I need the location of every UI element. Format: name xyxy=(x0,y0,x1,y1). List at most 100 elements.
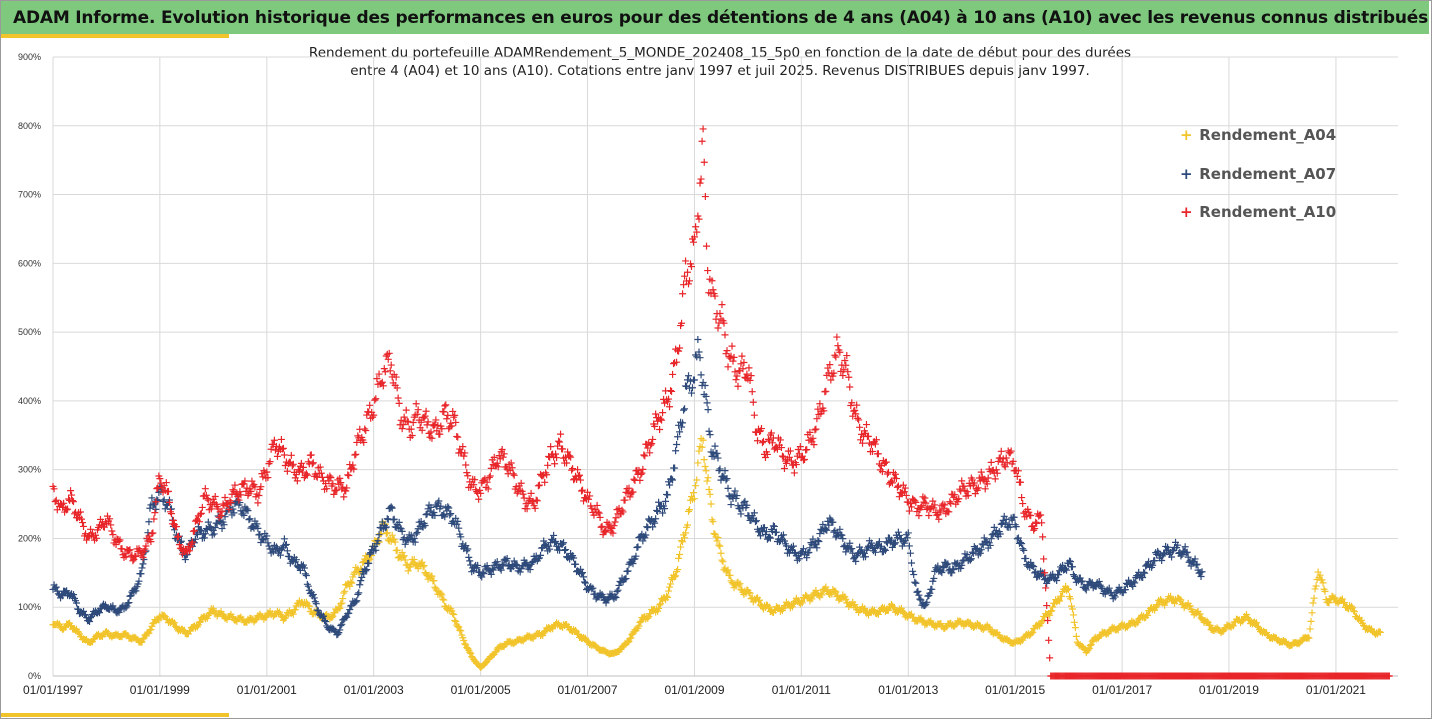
data-point xyxy=(709,518,717,526)
data-point xyxy=(135,577,143,585)
data-point xyxy=(382,523,390,531)
data-point xyxy=(304,582,312,590)
data-point xyxy=(756,596,764,604)
data-point xyxy=(328,614,336,622)
data-point xyxy=(738,352,746,360)
data-point xyxy=(149,529,157,537)
data-point xyxy=(1348,602,1356,610)
data-point xyxy=(151,509,159,517)
data-point xyxy=(589,584,597,592)
data-point xyxy=(221,513,229,521)
data-point xyxy=(1084,646,1092,654)
data-point xyxy=(911,578,919,586)
data-point xyxy=(200,534,208,542)
data-point xyxy=(1042,584,1050,592)
data-point xyxy=(465,553,473,561)
data-point xyxy=(716,542,724,550)
data-point xyxy=(426,507,434,515)
data-point xyxy=(611,518,619,526)
data-point xyxy=(696,179,704,187)
data-point xyxy=(461,640,469,648)
legend-item-a10: + Rendement_A10 xyxy=(1180,203,1336,221)
data-point xyxy=(438,591,446,599)
data-point xyxy=(1349,604,1357,612)
data-point xyxy=(1019,500,1027,508)
data-point xyxy=(831,351,839,359)
data-point xyxy=(750,411,758,419)
data-point xyxy=(439,595,447,603)
data-point xyxy=(336,604,344,612)
data-point xyxy=(686,506,694,514)
data-point xyxy=(851,601,859,609)
data-point xyxy=(703,242,711,250)
data-point xyxy=(437,589,445,597)
data-point xyxy=(855,416,863,424)
data-point xyxy=(718,556,726,564)
data-point xyxy=(946,498,954,506)
data-point xyxy=(1068,605,1076,613)
data-point xyxy=(431,583,439,591)
data-point xyxy=(387,503,395,511)
data-point xyxy=(516,568,524,576)
data-point xyxy=(253,520,261,528)
data-point xyxy=(659,409,667,417)
data-point xyxy=(694,212,702,220)
data-point xyxy=(310,594,318,602)
data-point xyxy=(545,542,553,550)
data-point xyxy=(899,608,907,616)
data-point xyxy=(1086,642,1094,650)
data-point xyxy=(644,614,652,622)
data-point xyxy=(641,452,649,460)
data-point xyxy=(466,557,474,565)
data-point xyxy=(697,175,705,183)
data-point xyxy=(711,442,719,450)
data-point xyxy=(845,373,853,381)
data-point xyxy=(698,443,706,451)
data-point xyxy=(746,589,754,597)
report-title: ADAM Informe. Evolution historique des p… xyxy=(13,8,1429,28)
data-point xyxy=(58,591,66,599)
data-point xyxy=(340,589,348,597)
x-tick-label: 01/01/2001 xyxy=(237,683,297,697)
data-point xyxy=(80,522,88,530)
data-point xyxy=(1376,628,1384,636)
data-point xyxy=(1243,610,1251,618)
data-point xyxy=(220,521,228,529)
data-point xyxy=(588,585,596,593)
data-point xyxy=(198,503,206,511)
data-point xyxy=(444,503,452,511)
data-point xyxy=(281,541,289,549)
data-point xyxy=(699,436,707,444)
data-point xyxy=(474,561,482,569)
data-point xyxy=(717,549,725,557)
legend-item-a07: + Rendement_A07 xyxy=(1180,165,1336,183)
data-point xyxy=(375,531,383,539)
data-point xyxy=(348,579,356,587)
data-point xyxy=(698,137,706,145)
x-tick-label: 01/01/1999 xyxy=(130,683,190,697)
data-point xyxy=(488,565,496,573)
data-point xyxy=(909,567,917,575)
data-point xyxy=(186,627,194,635)
data-point xyxy=(145,629,153,637)
data-point xyxy=(339,595,347,603)
data-point xyxy=(240,511,248,519)
data-point xyxy=(282,540,290,548)
data-point xyxy=(455,623,463,631)
data-point xyxy=(352,598,360,606)
data-point xyxy=(704,406,712,414)
data-point xyxy=(447,510,455,518)
data-point xyxy=(1071,624,1079,632)
data-point xyxy=(831,587,839,595)
data-point xyxy=(580,573,588,581)
data-point xyxy=(164,487,172,495)
x-tick-label: 01/01/2017 xyxy=(1092,683,1152,697)
data-point xyxy=(336,626,344,634)
data-point xyxy=(788,603,796,611)
data-point xyxy=(309,591,317,599)
data-point xyxy=(1219,628,1227,636)
data-point xyxy=(675,554,683,562)
data-point xyxy=(345,609,353,617)
